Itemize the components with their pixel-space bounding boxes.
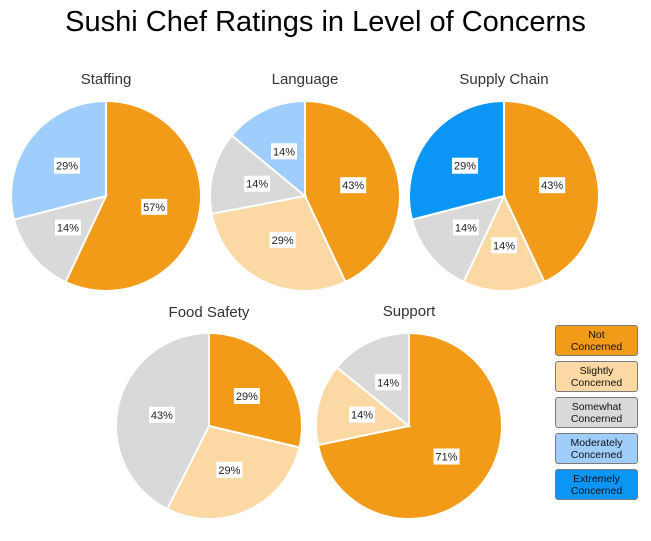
svg-text:29%: 29%: [56, 161, 78, 173]
svg-text:29%: 29%: [272, 235, 294, 247]
svg-text:29%: 29%: [454, 161, 476, 173]
svg-text:14%: 14%: [351, 410, 373, 422]
pie-slice-not-concerned: [64, 99, 202, 292]
pie-staffing: Staffing 57% 14% 29%: [9, 71, 202, 292]
svg-text:14%: 14%: [246, 179, 268, 191]
svg-text:43%: 43%: [541, 180, 563, 192]
svg-text:14%: 14%: [455, 223, 477, 235]
pie-data-label: 14%: [244, 175, 271, 192]
pie-title: Language: [272, 71, 339, 88]
svg-text:57%: 57%: [143, 202, 165, 214]
legend-item-somewhat-concerned: Somewhat Concerned: [555, 397, 638, 428]
pie-data-label: 29%: [269, 232, 296, 248]
pie-data-label: 14%: [54, 219, 81, 236]
svg-text:71%: 71%: [435, 452, 457, 464]
pie-slice-somewhat-concerned: [12, 194, 108, 284]
pie-slice-moderately-concerned: [230, 99, 306, 199]
svg-text:29%: 29%: [236, 391, 258, 403]
pie-data-label: 29%: [54, 157, 80, 174]
legend-item-moderately-concerned: Moderately Concerned: [555, 433, 638, 464]
legend-item-extremely-concerned: Extremely Concerned: [555, 469, 638, 500]
pie-data-label: 57%: [141, 198, 168, 215]
pie-data-label: 14%: [375, 374, 402, 391]
pie-data-label: 43%: [340, 177, 367, 194]
pie-data-label: 29%: [216, 461, 243, 478]
svg-text:14%: 14%: [493, 240, 515, 252]
pie-data-label: 71%: [433, 448, 460, 465]
pie-slice-somewhat-concerned: [209, 134, 308, 215]
pie-data-label: 43%: [148, 406, 175, 423]
pie-title: Supply Chain: [459, 71, 548, 88]
legend-item-not-concerned: Not Concerned: [555, 325, 638, 356]
pie-food-safety: Food Safety 29% 29% 43%: [115, 304, 303, 520]
pie-data-label: 14%: [271, 143, 297, 160]
pie-slice-slightly-concerned: [315, 365, 412, 447]
pie-title: Support: [383, 303, 436, 320]
pie-title: Food Safety: [169, 304, 250, 321]
legend-item-slightly-concerned: Slightly Concerned: [555, 361, 638, 392]
svg-text:43%: 43%: [151, 410, 173, 422]
chart-main-title: Sushi Chef Ratings in Level of Concerns: [65, 6, 586, 38]
pie-data-label: 29%: [233, 388, 260, 404]
pie-data-label: 14%: [491, 237, 517, 254]
svg-text:14%: 14%: [57, 223, 79, 235]
svg-text:43%: 43%: [342, 180, 364, 192]
pie-slice-somewhat-concerned: [335, 331, 410, 429]
svg-text:29%: 29%: [218, 465, 240, 477]
pie-data-label: 43%: [539, 177, 566, 194]
svg-text:14%: 14%: [377, 377, 399, 389]
pie-title: Staffing: [81, 71, 132, 88]
pie-slice-somewhat-concerned: [410, 194, 506, 284]
svg-text:14%: 14%: [273, 146, 295, 158]
pie-supply-chain: Supply Chain 43% 14% 14% 29%: [407, 71, 600, 292]
pie-data-label: 14%: [452, 219, 479, 236]
pie-data-label: 29%: [452, 157, 478, 174]
pie-data-label: 14%: [349, 406, 375, 423]
pie-language: Language 43% 29% 14% 14%: [209, 71, 401, 292]
pie-support: Support 71% 14% 14%: [315, 303, 503, 520]
